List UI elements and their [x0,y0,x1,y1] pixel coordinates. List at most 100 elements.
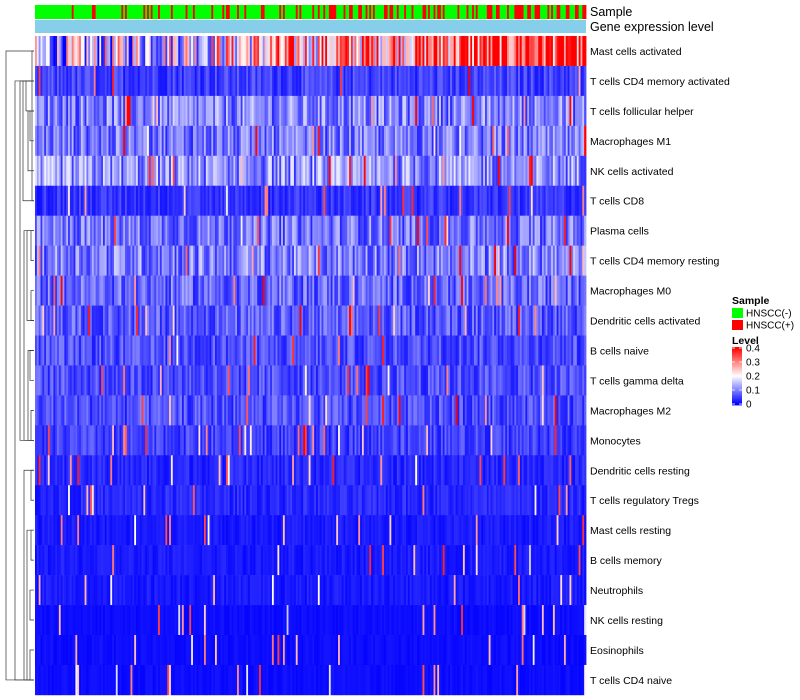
heatmap-cell [501,215,504,246]
heatmap-cell [448,215,451,246]
heatmap-cell [55,305,58,336]
heatmap-cell [437,215,440,246]
heatmap-cell [229,245,232,276]
heatmap-cell [505,155,508,187]
heatmap-cell [58,215,62,246]
heatmap-cell [389,125,392,157]
heatmap-cell [264,95,267,127]
heatmap-cell [319,36,322,67]
heatmap-cell [262,245,265,276]
heatmap-cell [453,155,456,187]
heatmap-cell [466,245,469,276]
heatmap-cell [442,275,445,306]
heatmap-cell [380,215,383,246]
heatmap-cell [508,185,512,216]
heatmap-cell [525,455,528,486]
sample-annotation-cell [323,5,326,19]
heatmap-cell [321,335,324,366]
heatmap-cell [477,155,480,187]
heatmap-cell [222,365,225,396]
sample-annotation-cell [510,5,513,19]
heatmap-cell [462,65,466,97]
heatmap-cell [249,305,253,336]
heatmap-cell [165,275,168,306]
heatmap-cell [479,455,482,486]
heatmap-cell [115,36,119,67]
heatmap-cell [385,36,389,67]
heatmap-cell [398,395,401,426]
heatmap-cell [106,305,109,336]
heatmap-cell [128,335,131,366]
heatmap-cell [415,245,418,276]
heatmap-cell [475,455,479,486]
heatmap-cell [264,185,267,216]
heatmap-cell [490,185,493,216]
heatmap-cell [543,65,546,97]
sample-annotation-cell [93,5,97,19]
heatmap-cell [439,395,442,426]
heatmap-cell [240,485,243,516]
heatmap-cell [82,365,85,396]
heatmap-cell [569,275,572,306]
heatmap-cell [216,185,220,216]
heatmap-cell [224,155,227,187]
heatmap-cell [38,65,41,97]
heatmap-cell [226,395,229,426]
heatmap-cell [383,36,387,67]
heatmap-cell [314,365,317,396]
heatmap-cell [293,395,297,426]
sample-annotation-cell [46,5,49,19]
heatmap-cell [147,425,150,456]
heatmap-cell [415,95,418,127]
heatmap-cell [569,215,572,246]
heatmap-cell [191,185,194,216]
heatmap-cell [376,65,379,97]
heatmap-cell [185,485,188,516]
heatmap-cell [227,455,231,486]
heatmap-cell [473,455,477,486]
heatmap-cell [282,365,286,396]
heatmap-cell [411,455,414,486]
heatmap-cell [475,275,479,306]
heatmap-cell [363,335,366,366]
heatmap-cell [238,395,242,426]
heatmap-cell [158,305,161,336]
heatmap-cell [338,185,341,216]
heatmap-cell [407,455,411,486]
heatmap-cell [319,455,322,486]
heatmap-cell [128,245,131,276]
heatmap-cell [417,305,420,336]
heatmap-cell [238,455,242,486]
heatmap-cell [211,455,214,486]
heatmap-cell [273,425,277,456]
heatmap-cell [71,395,74,426]
heatmap-cell [466,335,469,366]
heatmap-cell [556,395,559,426]
heatmap-cell [244,36,247,67]
heatmap-cell [347,185,350,216]
heatmap-cell [51,485,54,516]
heatmap-cell [529,275,532,306]
heatmap-cell [332,215,335,246]
heatmap-cell [490,305,493,336]
heatmap-cell [262,455,265,486]
heatmap-cell [99,275,102,306]
heatmap-cell [374,155,378,187]
heatmap-cell [104,335,108,366]
heatmap-cell [279,335,282,366]
heatmap-cell [374,185,378,216]
heatmap-cell [323,155,326,187]
heatmap-cell [152,305,155,336]
heatmap-cell [271,425,275,456]
heatmap-cell [192,185,196,216]
heatmap-cell [490,455,493,486]
heatmap-cell [424,365,427,396]
heatmap-cell [393,245,396,276]
row-dendrogram [5,50,34,681]
heatmap-cell [35,275,38,306]
heatmap-cell [376,305,379,336]
heatmap-cell [279,65,282,97]
heatmap-cell [556,455,559,486]
heatmap-cell [558,95,561,127]
heatmap-cell [457,395,460,426]
